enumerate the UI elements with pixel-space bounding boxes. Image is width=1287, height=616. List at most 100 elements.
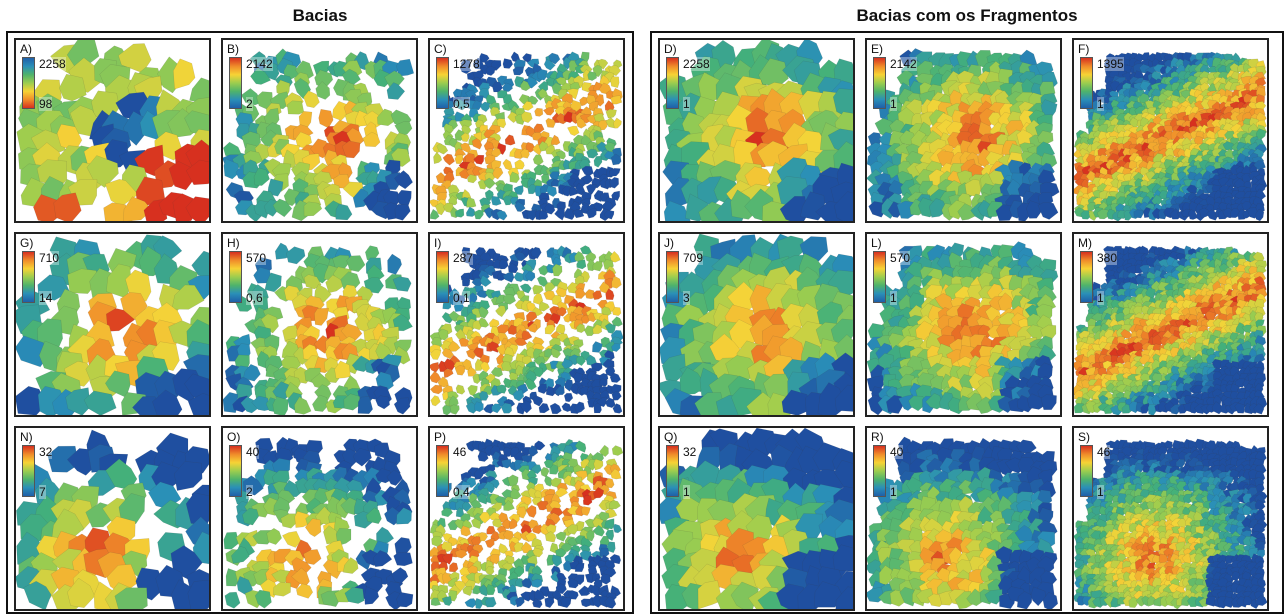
basin-polygon bbox=[430, 597, 442, 606]
basin-polygon bbox=[484, 445, 493, 457]
basin-polygon bbox=[501, 361, 513, 372]
basin-polygon bbox=[466, 257, 478, 270]
basin-polygon bbox=[521, 330, 533, 342]
basin-polygon bbox=[1147, 404, 1157, 415]
basin-polygon bbox=[549, 464, 559, 475]
basin-polygon bbox=[454, 364, 466, 376]
legend-max-label: 709 bbox=[683, 251, 704, 265]
map-panel-e: E) 2142 1 bbox=[865, 38, 1062, 223]
basin-polygon bbox=[37, 274, 70, 301]
basin-polygon bbox=[525, 270, 536, 282]
basin-polygon bbox=[471, 518, 482, 529]
basin-polygon bbox=[396, 58, 415, 77]
basin-polygon bbox=[544, 531, 557, 543]
basin-polygon bbox=[187, 392, 209, 415]
basin-polygon bbox=[251, 395, 272, 411]
basin-polygon bbox=[476, 493, 488, 505]
basin-polygon bbox=[1042, 591, 1059, 609]
basin-polygon bbox=[531, 578, 543, 588]
basin-polygon bbox=[564, 207, 575, 221]
choropleth-map bbox=[1074, 245, 1267, 415]
color-scale-legend bbox=[229, 251, 242, 303]
map-panel-h: H) 570 0,6 bbox=[221, 232, 418, 417]
basin-polygon bbox=[555, 583, 567, 595]
basin-polygon bbox=[781, 389, 811, 415]
map-polygons bbox=[1074, 51, 1267, 221]
basin-polygon bbox=[123, 196, 153, 221]
basin-polygon bbox=[250, 67, 272, 85]
map-polygons bbox=[223, 242, 413, 415]
basin-polygon bbox=[957, 203, 976, 221]
basin-polygon bbox=[486, 584, 496, 596]
basin-polygon bbox=[304, 518, 322, 537]
panel-letter: A) bbox=[20, 42, 32, 56]
basin-polygon bbox=[503, 499, 515, 512]
basin-polygon bbox=[579, 245, 592, 255]
basin-polygon bbox=[1206, 209, 1218, 221]
panel-letter: G) bbox=[20, 236, 34, 250]
basin-polygon bbox=[592, 341, 603, 353]
basin-polygon bbox=[508, 518, 518, 530]
legend-min-label: 1 bbox=[683, 97, 690, 111]
basin-polygon bbox=[537, 88, 548, 99]
basin-polygon bbox=[1103, 403, 1115, 414]
map-polygons bbox=[1074, 245, 1267, 415]
basin-polygon bbox=[332, 173, 350, 189]
basin-polygon bbox=[479, 275, 492, 287]
basin-polygon bbox=[567, 590, 579, 600]
basin-polygon bbox=[449, 404, 460, 415]
basin-polygon bbox=[834, 459, 853, 494]
basin-polygon bbox=[460, 525, 471, 537]
basin-polygon bbox=[593, 487, 605, 499]
basin-polygon bbox=[430, 395, 441, 407]
basin-polygon bbox=[543, 58, 556, 71]
basin-polygon bbox=[473, 401, 484, 413]
basin-polygon bbox=[490, 147, 502, 158]
basin-polygon bbox=[835, 586, 853, 609]
map-polygons bbox=[660, 234, 853, 415]
basin-polygon bbox=[496, 118, 507, 129]
basin-polygon bbox=[538, 403, 550, 414]
basin-polygon bbox=[152, 389, 183, 415]
group-title-bacias-fragmentos: Bacias com os Fragmentos bbox=[856, 6, 1078, 25]
basin-polygon bbox=[496, 324, 510, 334]
basin-polygon bbox=[967, 138, 983, 155]
basin-polygon bbox=[491, 403, 502, 414]
choropleth-map bbox=[660, 234, 853, 415]
map-polygons bbox=[867, 48, 1060, 221]
basin-polygon bbox=[267, 178, 284, 197]
basin-polygon bbox=[386, 469, 403, 486]
basin-polygon bbox=[483, 207, 496, 219]
basin-polygon bbox=[514, 159, 525, 170]
legend-max-label: 40 bbox=[246, 445, 260, 459]
basin-polygon bbox=[484, 189, 494, 202]
basin-polygon bbox=[461, 480, 471, 493]
basin-polygon bbox=[550, 134, 561, 146]
basin-polygon bbox=[498, 543, 509, 554]
basin-polygon bbox=[530, 246, 542, 259]
basin-polygon bbox=[264, 272, 282, 293]
basin-polygon bbox=[449, 562, 459, 573]
legend-min-label: 2 bbox=[246, 97, 253, 111]
legend-min-label: 0,1 bbox=[453, 291, 470, 305]
basin-polygon bbox=[536, 276, 549, 288]
basin-polygon bbox=[537, 383, 548, 395]
basin-polygon bbox=[486, 525, 496, 535]
basin-polygon bbox=[899, 586, 917, 607]
basin-polygon bbox=[531, 524, 544, 535]
basin-polygon bbox=[441, 541, 453, 553]
basin-polygon bbox=[325, 274, 346, 294]
basin-polygon bbox=[586, 183, 597, 195]
basin-polygon bbox=[925, 392, 944, 410]
choropleth-map bbox=[1074, 438, 1267, 609]
basin-polygon bbox=[537, 68, 548, 81]
basin-polygon bbox=[1218, 480, 1228, 492]
legend-min-label: 2 bbox=[246, 485, 253, 499]
basin-polygon bbox=[593, 155, 603, 168]
basin-polygon bbox=[460, 132, 470, 142]
color-scale-legend bbox=[1080, 57, 1093, 109]
basin-polygon bbox=[459, 63, 472, 75]
group-frame-bacias bbox=[6, 31, 634, 614]
basin-polygon bbox=[396, 591, 414, 608]
basin-polygon bbox=[483, 403, 495, 414]
